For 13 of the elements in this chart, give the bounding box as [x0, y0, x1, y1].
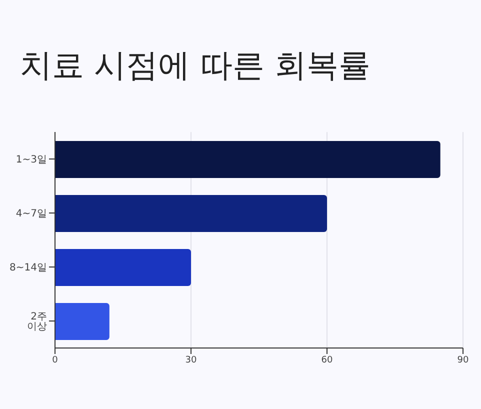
chart-title: 치료 시점에 따른 회복률	[20, 45, 371, 86]
y-tick-label: 4~7일	[16, 208, 47, 220]
y-tick-label: 8~14일	[10, 262, 47, 274]
bar	[55, 141, 440, 178]
bar	[55, 249, 191, 286]
bar	[55, 195, 327, 232]
y-tick-label: 1~3일	[16, 154, 47, 166]
x-tick-label: 0	[52, 355, 58, 366]
x-tick-label: 60	[321, 355, 333, 366]
bar	[55, 303, 110, 340]
x-tick-label: 30	[185, 355, 197, 366]
y-tick-label: 2주 이상	[27, 312, 47, 333]
x-tick-label: 90	[457, 355, 469, 366]
